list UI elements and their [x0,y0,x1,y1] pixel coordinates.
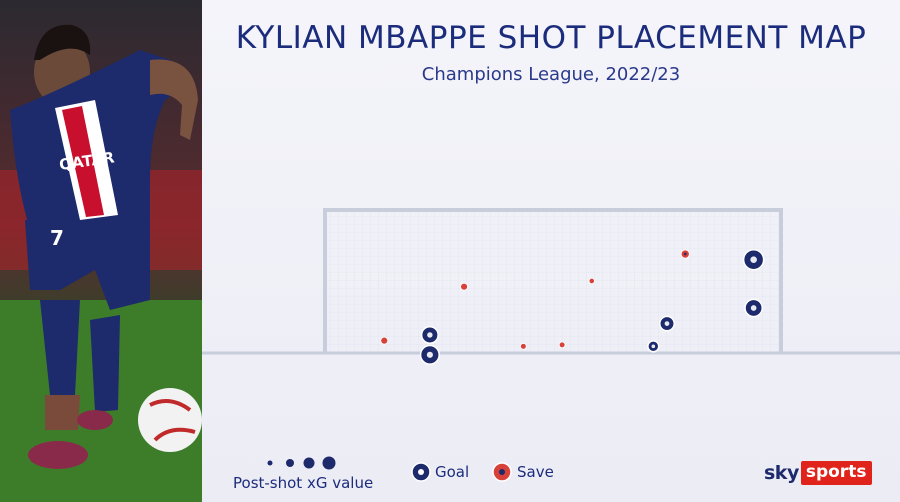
goal-shot-marker-6 [742,248,765,271]
shot-map-chart [202,208,900,482]
player-photo: QATAR 7 [0,0,202,502]
legend-save-label: Save [517,463,554,481]
sky-sports-logo: sky sports [764,460,873,486]
sports-logo-text: sports [800,461,873,485]
legend-save-icon [492,462,512,482]
save-shot-marker-8 [460,282,468,291]
svg-text:7: 7 [50,226,64,250]
legend-size-dot-4 [322,456,336,470]
goal-net [325,210,781,352]
goal-shot-marker-3 [659,315,675,332]
save-shot-marker-12 [680,249,690,259]
save-shot-marker-10 [558,341,566,349]
legend-size-dot-1 [267,460,273,466]
legend-size-dots [267,456,336,470]
chart-subtitle: Champions League, 2022/23 [421,64,681,85]
goal-shot-marker-4 [647,340,660,353]
sky-logo-text: sky [764,462,799,484]
goal-frame [323,208,783,353]
chart-title: KYLIAN MBAPPE SHOT PLACEMENT MAP [235,20,867,56]
save-shot-marker-7 [380,336,389,345]
player-photo-illustration: QATAR 7 [0,0,202,502]
save-shot-marker-9 [520,343,527,350]
goal-shot-marker-5 [744,298,763,318]
legend-size-dot-3 [303,457,315,469]
goal-shot-marker-1 [420,325,439,344]
legend-goal-label: Goal [435,463,470,481]
save-shot-marker-11 [588,277,595,285]
legend-size-label: Post-shot xG value [233,474,374,492]
legend-goal-icon [411,462,431,482]
goal-shot-marker-2 [419,344,440,365]
shot-markers [380,248,765,365]
legend-size-dot-2 [286,459,294,467]
